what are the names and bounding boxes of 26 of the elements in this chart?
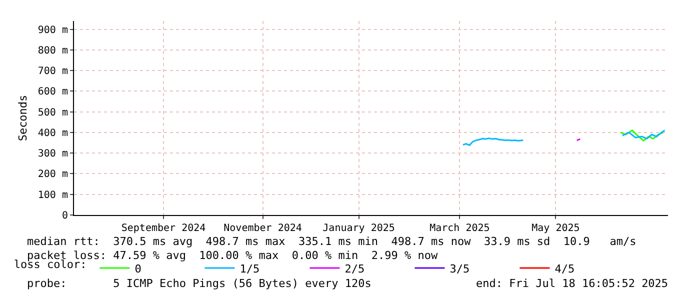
y-tick-label: 700 m [38,66,68,78]
y-tick-label: 500 m [38,107,68,118]
x-tick-label: May 2025 [532,223,580,234]
x-tick-label: January 2025 [322,223,395,234]
x-tick-label: September 2024 [121,223,206,234]
y-tick-label: 800 m [38,45,68,56]
line-series [620,130,664,142]
y-tick-label: 400 m [38,128,68,139]
y-tick-label: 200 m [38,169,68,180]
legend-label: 2/5 [344,262,365,276]
x-tick-label: March 2025 [430,223,490,234]
y-tick-label: 0 [62,210,68,222]
y-tick-label: 100 m [38,190,68,201]
legend-label: 3/5 [450,262,470,276]
y-tick-label: 600 m [38,86,68,98]
text: probe: 5 ICMP Echo Pings (56 Bytes) every 120s [27,277,372,290]
text: median rtt: 370.5 ms avg 498.7 ms max 335.1 ms min 498.7 ms now 33.9 ms sd 10.9 am/s [27,235,636,248]
y-axis-title: Seconds [16,94,30,142]
text: end: Fri Jul 18 16:05:52 2025 [476,277,668,290]
legend-label: 0 [134,262,142,276]
x-tick-label: November 2024 [224,223,302,234]
y-tick-label: 900 m [38,24,68,36]
text: packet loss: 47.59 % avg 100.00 % max 0.00 % min 2.99 % now [27,249,438,262]
y-tick-label: 300 m [38,148,68,160]
legend-label: 4/5 [554,262,575,276]
legend-label: 1/5 [240,262,260,276]
